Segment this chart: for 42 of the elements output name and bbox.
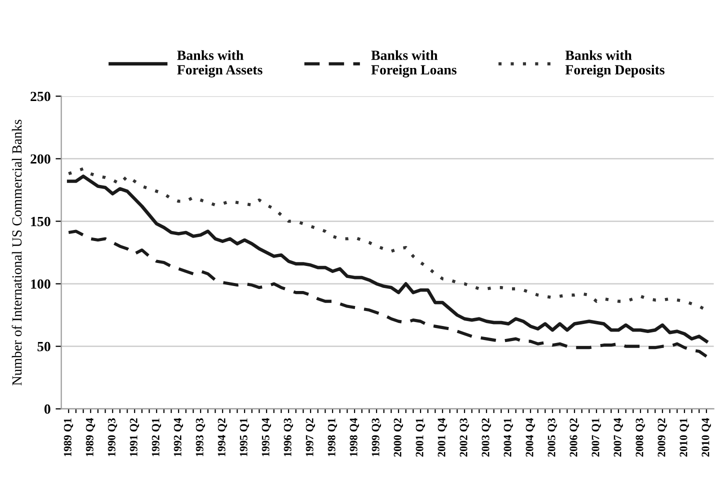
y-axis-title: Number of International US Commercial Banks bbox=[12, 120, 22, 386]
x-tick-label: 1995 Q1 bbox=[240, 418, 250, 456]
x-tick-label: 2001 Q1 bbox=[416, 418, 426, 457]
x-tick-label: 2000 Q2 bbox=[394, 418, 404, 457]
x-tick-label: 2010 Q1 bbox=[680, 418, 689, 457]
y-tick-label: 50 bbox=[38, 342, 50, 352]
line-series bbox=[66, 174, 708, 343]
x-tick-label: 2005 Q3 bbox=[548, 418, 557, 457]
x-tick-label: 2008 Q3 bbox=[636, 418, 645, 457]
x-tick-label: 2010 Q4 bbox=[702, 418, 711, 457]
x-tick-label: 1996 Q3 bbox=[284, 418, 294, 456]
y-tick-label: 0 bbox=[44, 404, 50, 414]
x-tick-label: 1999 Q3 bbox=[372, 418, 382, 456]
x-tick-label: 1993 Q3 bbox=[196, 418, 206, 456]
x-tick-label: 2004 Q1 bbox=[504, 418, 513, 457]
legend-label: Banks with Foreign Assets bbox=[177, 50, 262, 78]
x-tick-label: 1992 Q1 bbox=[152, 418, 162, 456]
x-tick-label: 2002 Q3 bbox=[460, 418, 469, 457]
y-tick-label: 250 bbox=[30, 92, 50, 102]
x-tick-label: 2007 Q4 bbox=[614, 418, 623, 457]
x-tick-label: 1991 Q2 bbox=[130, 418, 140, 456]
legend-label: Banks with Foreign Deposits bbox=[565, 50, 664, 78]
x-tick-label: 1995 Q4 bbox=[262, 418, 272, 456]
x-tick-label: 2004 Q4 bbox=[526, 418, 535, 457]
x-tick-label: 2003 Q2 bbox=[482, 418, 491, 457]
y-tick-label: 100 bbox=[31, 279, 50, 289]
x-tick-label: 1998 Q4 bbox=[350, 418, 360, 456]
x-tick-label: 2009 Q2 bbox=[658, 418, 667, 457]
y-tick-label: 200 bbox=[30, 154, 50, 164]
y-tick-label: 150 bbox=[31, 216, 50, 226]
x-tick-label: 1989 Q4 bbox=[86, 418, 96, 456]
x-tick-label: 1992 Q4 bbox=[174, 418, 184, 456]
x-tick-label: 1990 Q3 bbox=[108, 418, 118, 456]
x-tick-label: 2007 Q1 bbox=[592, 418, 601, 457]
x-tick-label: 1989 Q1 bbox=[64, 418, 74, 456]
x-tick-label: 2001 Q4 bbox=[438, 418, 447, 457]
x-tick-label: 1998 Q1 bbox=[328, 418, 338, 456]
x-tick-label: 1994 Q2 bbox=[218, 418, 228, 456]
line-series bbox=[67, 230, 708, 358]
x-tick-label: 2006 Q2 bbox=[570, 418, 579, 457]
x-tick-label: 1997 Q2 bbox=[306, 418, 316, 456]
legend-label: Banks with Foreign Loans bbox=[371, 50, 456, 78]
